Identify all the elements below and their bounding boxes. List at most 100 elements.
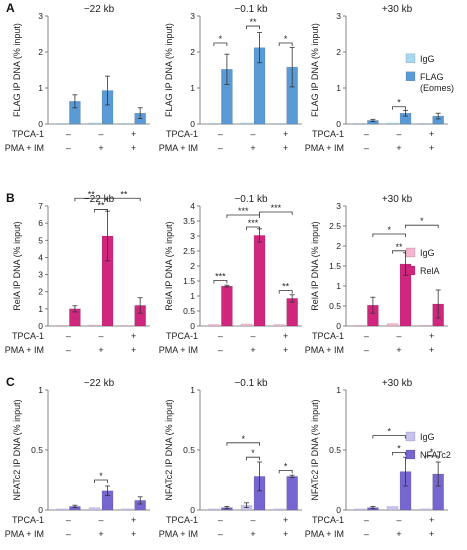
significance-bracket [278,42,293,46]
row-label-pma-im: PMA + IM [159,143,198,153]
condition-pma-im: – [66,529,71,539]
bar-igg [419,508,431,511]
chart-title: −0.1 kb [234,378,268,389]
y-tick-label: 3 [38,270,43,280]
legend-label-extra: (Eomes) [420,83,454,93]
chart-A-1: −22 kb 0 1 2 3 FLAG IP DNA (% input) – – – + + + TPC… [5,4,150,153]
row-label-pma-im: PMA + IM [159,345,198,355]
bar-igg [56,325,68,327]
y-axis-label: FLAG IP DNA (% input) [12,23,22,117]
significance-label: ** [98,200,106,210]
significance-label: * [397,443,401,453]
y-tick-label: 1 [38,385,43,395]
condition-tpca1: – [66,129,71,139]
y-tick-label: 0 [336,505,341,515]
significance-bracket [94,479,108,483]
y-tick-label: 3 [336,11,341,21]
condition-tpca1: + [131,331,136,341]
significance-label: ** [396,242,404,252]
chart-title: +30 kb [382,194,413,205]
condition-pma-im: + [250,529,255,539]
row-label-tpca1: TPCA-1 [166,331,198,341]
chart-C-3: +30 kb 0 0.5 1 NFATc2 IP DNA (% input) * * * – – –… [305,378,448,539]
significance-label: *** [215,271,226,281]
bar-igg [208,123,220,125]
significance-bracket [392,452,406,456]
condition-tpca1: – [99,129,104,139]
y-tick-label: 0 [38,321,43,331]
row-label-pma-im: PMA + IM [5,345,44,355]
y-axis-label: NFATc2 IP DNA (% input) [310,399,320,500]
condition-pma-im: + [396,345,401,355]
bar-igg [386,506,399,511]
condition-pma-im: + [250,345,255,355]
condition-pma-im: – [218,345,223,355]
significance-label: * [241,434,245,444]
condition-pma-im: + [396,529,401,539]
legend: IgG FLAG(Eomes) [405,53,454,93]
chart-title: −22 kb [84,4,115,15]
legend: IgG RelA [405,247,440,276]
y-tick-label: 0.5 [183,306,195,316]
y-tick-label: 0 [190,505,195,515]
significance-label: *** [248,218,259,228]
y-tick-label: 3.5 [183,216,195,226]
condition-tpca1: – [364,129,369,139]
y-tick-label: 3 [336,201,341,211]
condition-pma-im: + [98,529,103,539]
y-tick-label: 1.5 [183,276,195,286]
y-axis-label: FLAG IP DNA (% input) [164,23,174,117]
row-label-tpca1: TPCA-1 [12,515,44,525]
condition-pma-im: – [364,345,369,355]
condition-pma-im: + [429,529,434,539]
y-tick-label: 0 [336,119,341,129]
significance-bracket [246,456,260,461]
bar-igg [386,323,399,327]
significance-bracket [246,226,260,230]
condition-pma-im: + [429,143,434,153]
chart-C-1: −22 kb 0 0.5 1 NFATc2 IP DNA (% input) * – – – + +… [5,378,150,539]
row-label-tpca1: TPCA-1 [312,331,344,341]
chart-title: +30 kb [382,4,413,15]
row-label-tpca1: TPCA-1 [312,515,344,525]
significance-bracket [213,280,228,284]
significance-label: * [387,427,391,437]
legend-label: IgG [420,54,435,64]
condition-pma-im: + [283,143,288,153]
significance-bracket [94,209,108,213]
condition-tpca1: – [251,129,256,139]
y-tick-label: 3 [190,11,195,21]
bar-igg [88,324,101,327]
condition-pma-im: – [218,143,223,153]
condition-pma-im: + [98,143,103,153]
condition-tpca1: – [397,331,402,341]
y-tick-label: 0.5 [183,445,195,455]
condition-tpca1: + [429,331,434,341]
bar-igg [56,123,68,125]
panel-letter: C [6,375,15,389]
row-label-tpca1: TPCA-1 [12,129,44,139]
legend-swatch [405,431,416,442]
bar-igg [56,508,68,511]
bar-igg [88,507,101,511]
legend-swatch [405,53,416,64]
bar-igg [208,324,220,327]
condition-pma-im: – [364,143,369,153]
condition-tpca1: – [66,515,71,525]
condition-tpca1: – [99,515,104,525]
legend-label: NFATc2 [420,450,451,460]
significance-bracket [424,455,439,459]
y-tick-label: 2.5 [183,246,195,256]
condition-pma-im: + [396,143,401,153]
y-tick-label: 0 [190,119,195,129]
bar-rela [221,285,233,327]
condition-pma-im: + [98,345,103,355]
significance-bracket [226,214,260,218]
row-label-pma-im: PMA + IM [305,143,344,153]
significance-bracket [405,224,439,229]
condition-pma-im: + [131,143,136,153]
chart-B-3: +30 kb 0 0.5 1 1.5 2 2.5 3 RelA IP DNA (% input)… [305,194,448,355]
y-tick-label: 2 [336,47,341,57]
